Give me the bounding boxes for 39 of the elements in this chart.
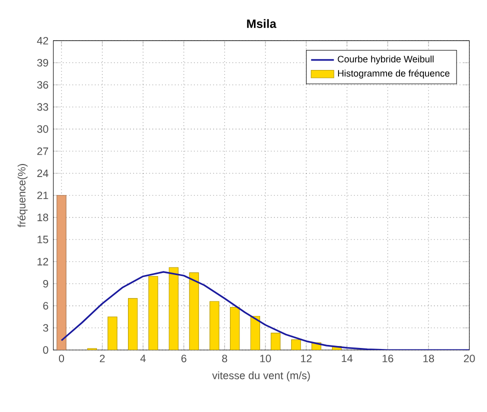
y-tick-label: 6 xyxy=(43,302,48,310)
x-tick-label: 8 xyxy=(222,354,228,362)
x-tick-label: 10 xyxy=(260,354,271,362)
y-tick-label: 15 xyxy=(38,236,48,244)
x-tick-label: 0 xyxy=(58,354,64,362)
x-tick-label: 18 xyxy=(423,354,434,362)
x-tick-label: 12 xyxy=(301,354,312,362)
y-tick-label: 12 xyxy=(38,258,48,266)
y-tick-label: 18 xyxy=(38,214,48,222)
y-tick-label: 33 xyxy=(37,103,48,111)
y-tick-label: 9 xyxy=(43,280,48,288)
y-tick-label: 39 xyxy=(37,58,48,67)
x-tick-label: 4 xyxy=(140,354,146,362)
legend-label: Courbe hybride Weibull xyxy=(338,56,434,64)
x-tick-label: 14 xyxy=(342,354,353,362)
bar xyxy=(270,332,280,350)
y-tick-label: 30 xyxy=(37,125,48,133)
y-tick-label: 24 xyxy=(37,170,48,177)
bar xyxy=(210,301,220,350)
bar xyxy=(189,272,199,350)
bar xyxy=(168,267,178,350)
y-tick-label: 36 xyxy=(37,81,48,89)
y-tick-label: 3 xyxy=(43,324,48,332)
y-tick-label: 21 xyxy=(37,192,48,200)
bar xyxy=(291,339,301,350)
x-tick-label: 16 xyxy=(382,354,394,362)
y-tick-label: 27 xyxy=(37,147,48,155)
legend-label: Histogramme de fréquence xyxy=(338,70,450,78)
x-axis-title: vitesse du vent (m/s) xyxy=(212,371,310,382)
bar xyxy=(56,195,66,350)
x-tick-label: 20 xyxy=(464,354,475,362)
bar xyxy=(250,316,260,350)
y-axis-title: fréquence(%) xyxy=(18,164,28,228)
x-tick-label: 2 xyxy=(100,354,105,362)
chart-title: Msila xyxy=(247,19,276,28)
bar xyxy=(108,316,118,350)
y-tick-label: 0 xyxy=(43,346,48,354)
x-tick-label: 6 xyxy=(181,354,186,362)
y-tick-label: 42 xyxy=(37,36,48,44)
